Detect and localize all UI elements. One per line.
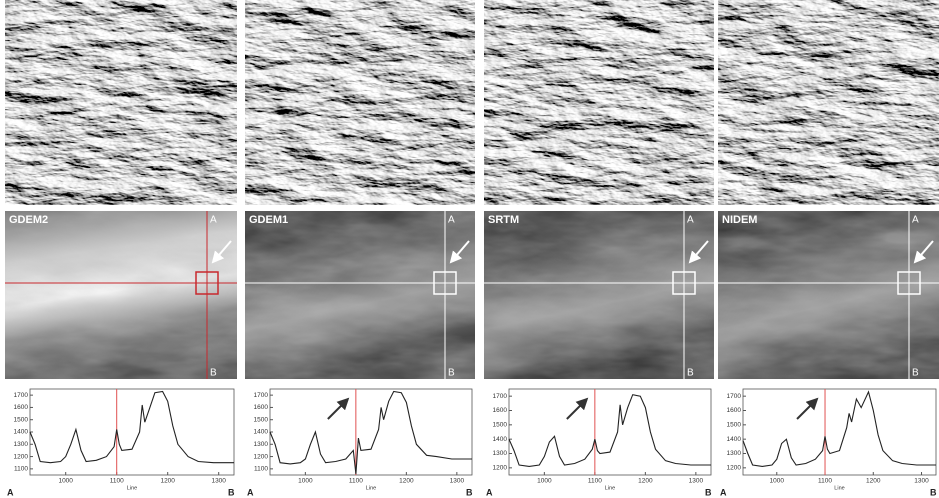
profile-end-label: B	[705, 487, 712, 497]
x-axis-label: Line	[605, 485, 615, 491]
profile-end-label: B	[228, 487, 235, 497]
plot-frame	[508, 388, 712, 476]
x-tick-label: 1100	[818, 478, 832, 485]
profile-start-label: A	[7, 487, 14, 497]
x-tick-label: 1000	[770, 478, 785, 485]
dem-texture	[718, 211, 939, 379]
x-tick-label: 1100	[110, 478, 124, 485]
x-tick-label: 1200	[160, 478, 175, 485]
focus-box	[433, 271, 457, 295]
x-axis-label: Line	[834, 485, 844, 491]
focus-box	[195, 271, 219, 295]
y-tick-label: 1500	[493, 422, 508, 429]
profile-end: B	[912, 368, 919, 379]
dem-label: NIDEM	[722, 214, 757, 226]
x-tick-label: 1000	[58, 478, 73, 485]
dem-texture	[5, 211, 237, 379]
hillshade-image	[718, 0, 939, 205]
x-tick-label: 1100	[588, 478, 602, 485]
arrow	[449, 240, 470, 264]
arrow	[566, 397, 589, 420]
plot-frame	[742, 388, 937, 476]
y-tick-label: 1700	[14, 392, 29, 399]
x-tick-label: 1000	[298, 478, 313, 485]
y-tick-label: 1400	[493, 436, 508, 443]
y-tick-label: 1200	[727, 465, 742, 472]
profile-line	[508, 394, 711, 467]
focus-box	[672, 271, 696, 295]
profile-start: A	[687, 215, 694, 226]
dem-texture	[484, 211, 714, 379]
y-tick-label: 1200	[254, 453, 269, 460]
arrow	[688, 240, 709, 264]
y-tick-label: 1600	[14, 404, 29, 411]
hillshade-image	[5, 0, 237, 205]
x-tick-label: 1300	[689, 478, 704, 485]
profile-start: A	[448, 215, 455, 226]
dem-label: GDEM2	[9, 214, 48, 226]
profile-start-label: A	[486, 487, 493, 497]
x-tick-label: 1000	[537, 478, 552, 485]
y-tick-label: 1200	[14, 453, 29, 460]
profile-start: A	[912, 215, 919, 226]
y-tick-label: 1200	[493, 465, 508, 472]
dem-label: SRTM	[488, 214, 519, 226]
hillshade-image	[245, 0, 475, 205]
x-axis-label: Line	[366, 485, 376, 491]
x-tick-label: 1200	[399, 478, 414, 485]
x-axis-label: Line	[127, 485, 137, 491]
y-tick-label: 1400	[14, 429, 29, 436]
y-tick-label: 1600	[493, 407, 508, 414]
focus-box	[897, 271, 921, 295]
x-tick-label: 1100	[349, 478, 363, 485]
y-tick-label: 1600	[254, 404, 269, 411]
y-tick-label: 1300	[493, 450, 508, 457]
profile-line	[29, 390, 234, 464]
dem-texture	[245, 211, 475, 379]
profile-start-label: A	[720, 487, 727, 497]
hillshade-image	[484, 0, 714, 205]
x-tick-label: 1300	[211, 478, 226, 485]
profile-end-label: B	[930, 487, 937, 497]
arrow	[327, 397, 350, 420]
y-tick-label: 1400	[254, 429, 269, 436]
y-tick-label: 1300	[254, 441, 269, 448]
y-tick-label: 1300	[14, 441, 29, 448]
dem-label: GDEM1	[249, 214, 288, 226]
profile-end: B	[687, 368, 694, 379]
arrow	[796, 397, 819, 420]
profile-end-label: B	[466, 487, 473, 497]
y-tick-label: 1500	[727, 422, 742, 429]
profile-end: B	[210, 368, 217, 379]
arrow	[211, 240, 232, 264]
y-tick-label: 1700	[727, 393, 742, 400]
x-tick-label: 1200	[638, 478, 653, 485]
plot-frame	[29, 388, 235, 476]
profile-start: A	[210, 215, 217, 226]
y-tick-label: 1500	[14, 416, 29, 423]
y-tick-label: 1700	[493, 393, 508, 400]
y-tick-label: 1100	[14, 466, 28, 473]
y-tick-label: 1600	[727, 407, 742, 414]
x-tick-label: 1300	[450, 478, 465, 485]
y-tick-label: 1400	[727, 436, 742, 443]
y-tick-label: 1300	[727, 450, 742, 457]
x-tick-label: 1300	[914, 478, 929, 485]
profile-line	[269, 390, 472, 474]
profile-line	[742, 390, 936, 467]
x-tick-label: 1200	[866, 478, 881, 485]
profile-start-label: A	[247, 487, 254, 497]
profile-end: B	[448, 368, 455, 379]
arrow	[913, 240, 934, 264]
y-tick-label: 1700	[254, 392, 269, 399]
y-tick-label: 1100	[254, 466, 268, 473]
y-tick-label: 1500	[254, 416, 269, 423]
